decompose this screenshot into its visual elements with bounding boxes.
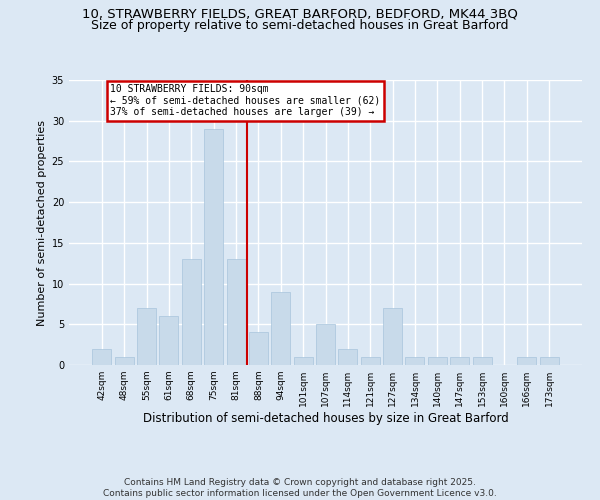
Bar xyxy=(137,308,156,365)
Bar xyxy=(316,324,335,365)
Text: 10 STRAWBERRY FIELDS: 90sqm
← 59% of semi-detached houses are smaller (62)
37% o: 10 STRAWBERRY FIELDS: 90sqm ← 59% of sem… xyxy=(110,84,380,117)
Text: Contains HM Land Registry data © Crown copyright and database right 2025.
Contai: Contains HM Land Registry data © Crown c… xyxy=(103,478,497,498)
Bar xyxy=(383,308,402,365)
Bar xyxy=(473,357,491,365)
Text: 10, STRAWBERRY FIELDS, GREAT BARFORD, BEDFORD, MK44 3BQ: 10, STRAWBERRY FIELDS, GREAT BARFORD, BE… xyxy=(82,8,518,20)
Bar xyxy=(92,348,112,365)
Y-axis label: Number of semi-detached properties: Number of semi-detached properties xyxy=(37,120,47,326)
Bar xyxy=(428,357,447,365)
Bar xyxy=(450,357,469,365)
Bar xyxy=(249,332,268,365)
Bar xyxy=(204,129,223,365)
Bar xyxy=(271,292,290,365)
Bar xyxy=(115,357,134,365)
Bar xyxy=(293,357,313,365)
Bar xyxy=(539,357,559,365)
Bar xyxy=(160,316,178,365)
Bar xyxy=(182,259,201,365)
Bar xyxy=(338,348,358,365)
Bar xyxy=(517,357,536,365)
Text: Size of property relative to semi-detached houses in Great Barford: Size of property relative to semi-detach… xyxy=(91,19,509,32)
Bar xyxy=(406,357,424,365)
Bar xyxy=(227,259,245,365)
X-axis label: Distribution of semi-detached houses by size in Great Barford: Distribution of semi-detached houses by … xyxy=(143,412,508,425)
Bar xyxy=(361,357,380,365)
